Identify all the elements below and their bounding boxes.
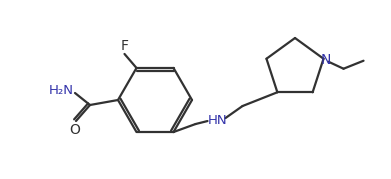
Text: N: N — [320, 53, 331, 67]
Text: H₂N: H₂N — [48, 83, 74, 96]
Text: HN: HN — [208, 113, 227, 127]
Text: O: O — [70, 123, 81, 137]
Text: F: F — [120, 39, 129, 53]
